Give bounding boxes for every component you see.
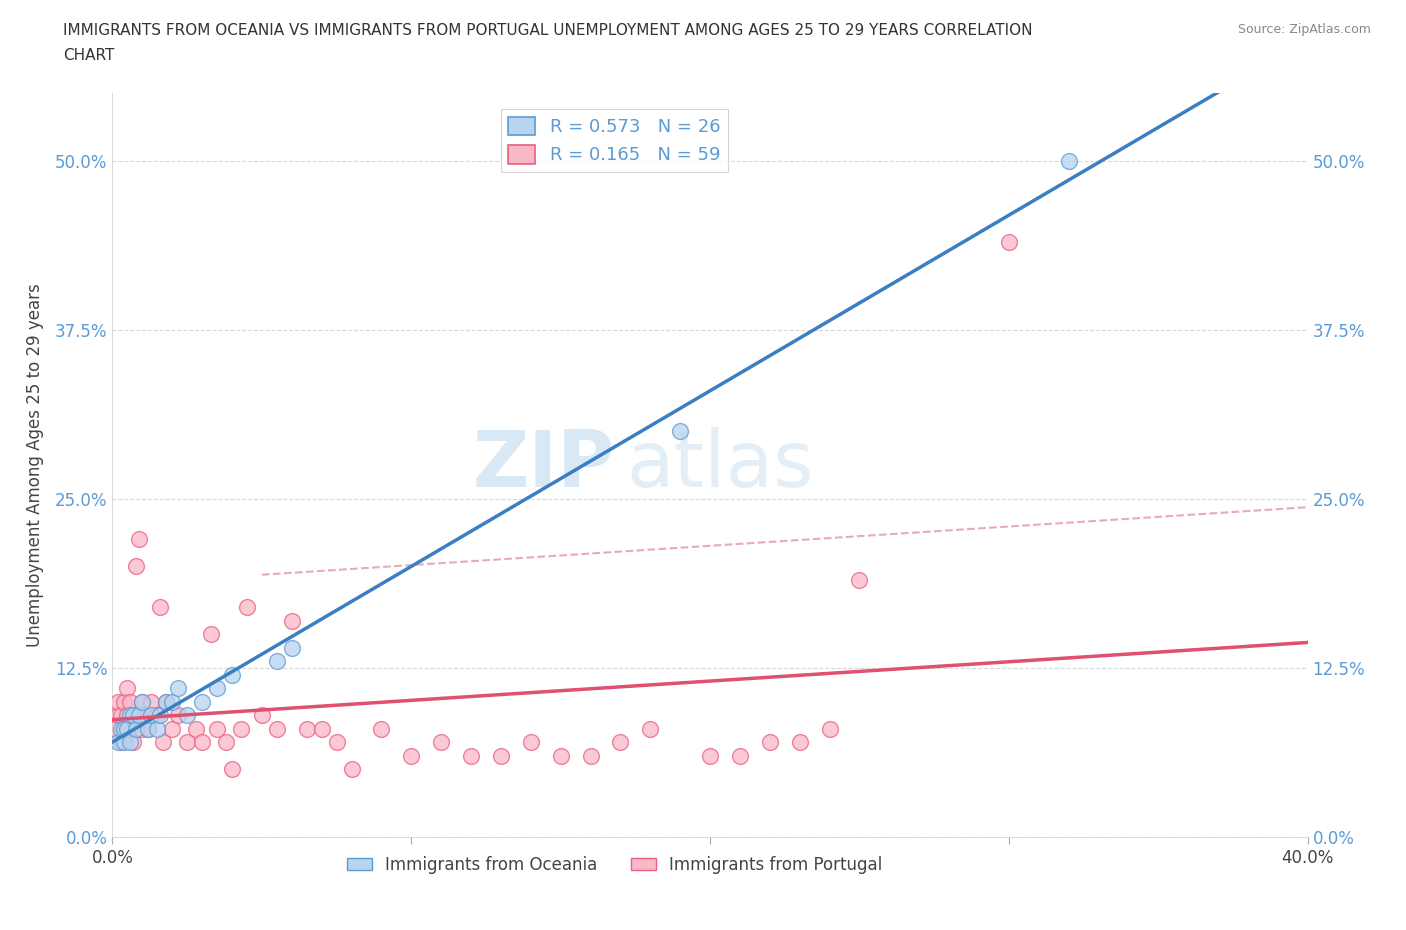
Point bbox=[146, 708, 169, 723]
Point bbox=[236, 600, 259, 615]
Point bbox=[205, 722, 228, 737]
Point bbox=[221, 762, 243, 777]
Point bbox=[114, 722, 135, 737]
Point bbox=[215, 735, 238, 750]
Point bbox=[110, 708, 132, 723]
Point bbox=[669, 424, 692, 439]
Point bbox=[155, 695, 177, 710]
Point bbox=[200, 627, 222, 642]
Point bbox=[186, 722, 208, 737]
Point bbox=[167, 681, 190, 696]
Text: Source: ZipAtlas.com: Source: ZipAtlas.com bbox=[1237, 23, 1371, 36]
Point bbox=[281, 640, 304, 655]
Point bbox=[818, 722, 841, 737]
Point bbox=[266, 654, 288, 669]
Point bbox=[138, 722, 160, 737]
Point bbox=[176, 708, 198, 723]
Point bbox=[340, 762, 363, 777]
Legend: Immigrants from Oceania, Immigrants from Portugal: Immigrants from Oceania, Immigrants from… bbox=[340, 849, 889, 881]
Text: IMMIGRANTS FROM OCEANIA VS IMMIGRANTS FROM PORTUGAL UNEMPLOYMENT AMONG AGES 25 T: IMMIGRANTS FROM OCEANIA VS IMMIGRANTS FR… bbox=[63, 23, 1033, 38]
Point bbox=[325, 735, 347, 750]
Point bbox=[128, 708, 150, 723]
Point bbox=[728, 749, 751, 764]
Point bbox=[120, 735, 142, 750]
Point bbox=[125, 722, 148, 737]
Point bbox=[176, 735, 198, 750]
Point bbox=[149, 600, 172, 615]
Point bbox=[122, 735, 145, 750]
Point bbox=[311, 722, 333, 737]
Point bbox=[281, 613, 304, 628]
Y-axis label: Unemployment Among Ages 25 to 29 years: Unemployment Among Ages 25 to 29 years bbox=[25, 283, 44, 647]
Point bbox=[489, 749, 512, 764]
Point bbox=[110, 722, 132, 737]
Point bbox=[128, 532, 150, 547]
Point bbox=[152, 735, 174, 750]
Point bbox=[117, 722, 139, 737]
Point bbox=[120, 722, 142, 737]
Point bbox=[120, 708, 142, 723]
Point bbox=[117, 681, 139, 696]
Point bbox=[107, 695, 129, 710]
Point bbox=[640, 722, 662, 737]
Point bbox=[401, 749, 423, 764]
Point bbox=[295, 722, 318, 737]
Point bbox=[131, 695, 153, 710]
Point bbox=[149, 708, 172, 723]
Point bbox=[579, 749, 602, 764]
Point bbox=[759, 735, 782, 750]
Point bbox=[370, 722, 392, 737]
Point bbox=[131, 722, 153, 737]
Point bbox=[110, 735, 132, 750]
Point bbox=[114, 722, 135, 737]
Point bbox=[250, 708, 273, 723]
Text: ZIP: ZIP bbox=[472, 427, 614, 503]
Point bbox=[520, 735, 543, 750]
Point bbox=[117, 708, 139, 723]
Point bbox=[107, 708, 129, 723]
Point bbox=[460, 749, 482, 764]
Point bbox=[141, 708, 163, 723]
Point bbox=[229, 722, 252, 737]
Point bbox=[114, 695, 135, 710]
Point bbox=[138, 722, 160, 737]
Point bbox=[141, 695, 163, 710]
Text: atlas: atlas bbox=[627, 427, 814, 503]
Point bbox=[122, 708, 145, 723]
Point bbox=[155, 695, 177, 710]
Point bbox=[205, 681, 228, 696]
Point bbox=[114, 735, 135, 750]
Point bbox=[125, 559, 148, 574]
Point bbox=[789, 735, 811, 750]
Point bbox=[162, 722, 183, 737]
Point bbox=[998, 234, 1021, 249]
Point bbox=[1057, 153, 1080, 168]
Point bbox=[104, 722, 127, 737]
Point bbox=[120, 695, 142, 710]
Point bbox=[107, 735, 129, 750]
Point bbox=[162, 695, 183, 710]
Point bbox=[699, 749, 721, 764]
Point bbox=[430, 735, 453, 750]
Point bbox=[191, 695, 214, 710]
Point bbox=[167, 708, 190, 723]
Point bbox=[191, 735, 214, 750]
Point bbox=[131, 695, 153, 710]
Point bbox=[125, 708, 148, 723]
Point bbox=[134, 708, 156, 723]
Point bbox=[266, 722, 288, 737]
Point bbox=[609, 735, 631, 750]
Point bbox=[550, 749, 572, 764]
Point bbox=[221, 667, 243, 682]
Point bbox=[146, 722, 169, 737]
Point bbox=[848, 573, 870, 588]
Text: CHART: CHART bbox=[63, 48, 115, 63]
